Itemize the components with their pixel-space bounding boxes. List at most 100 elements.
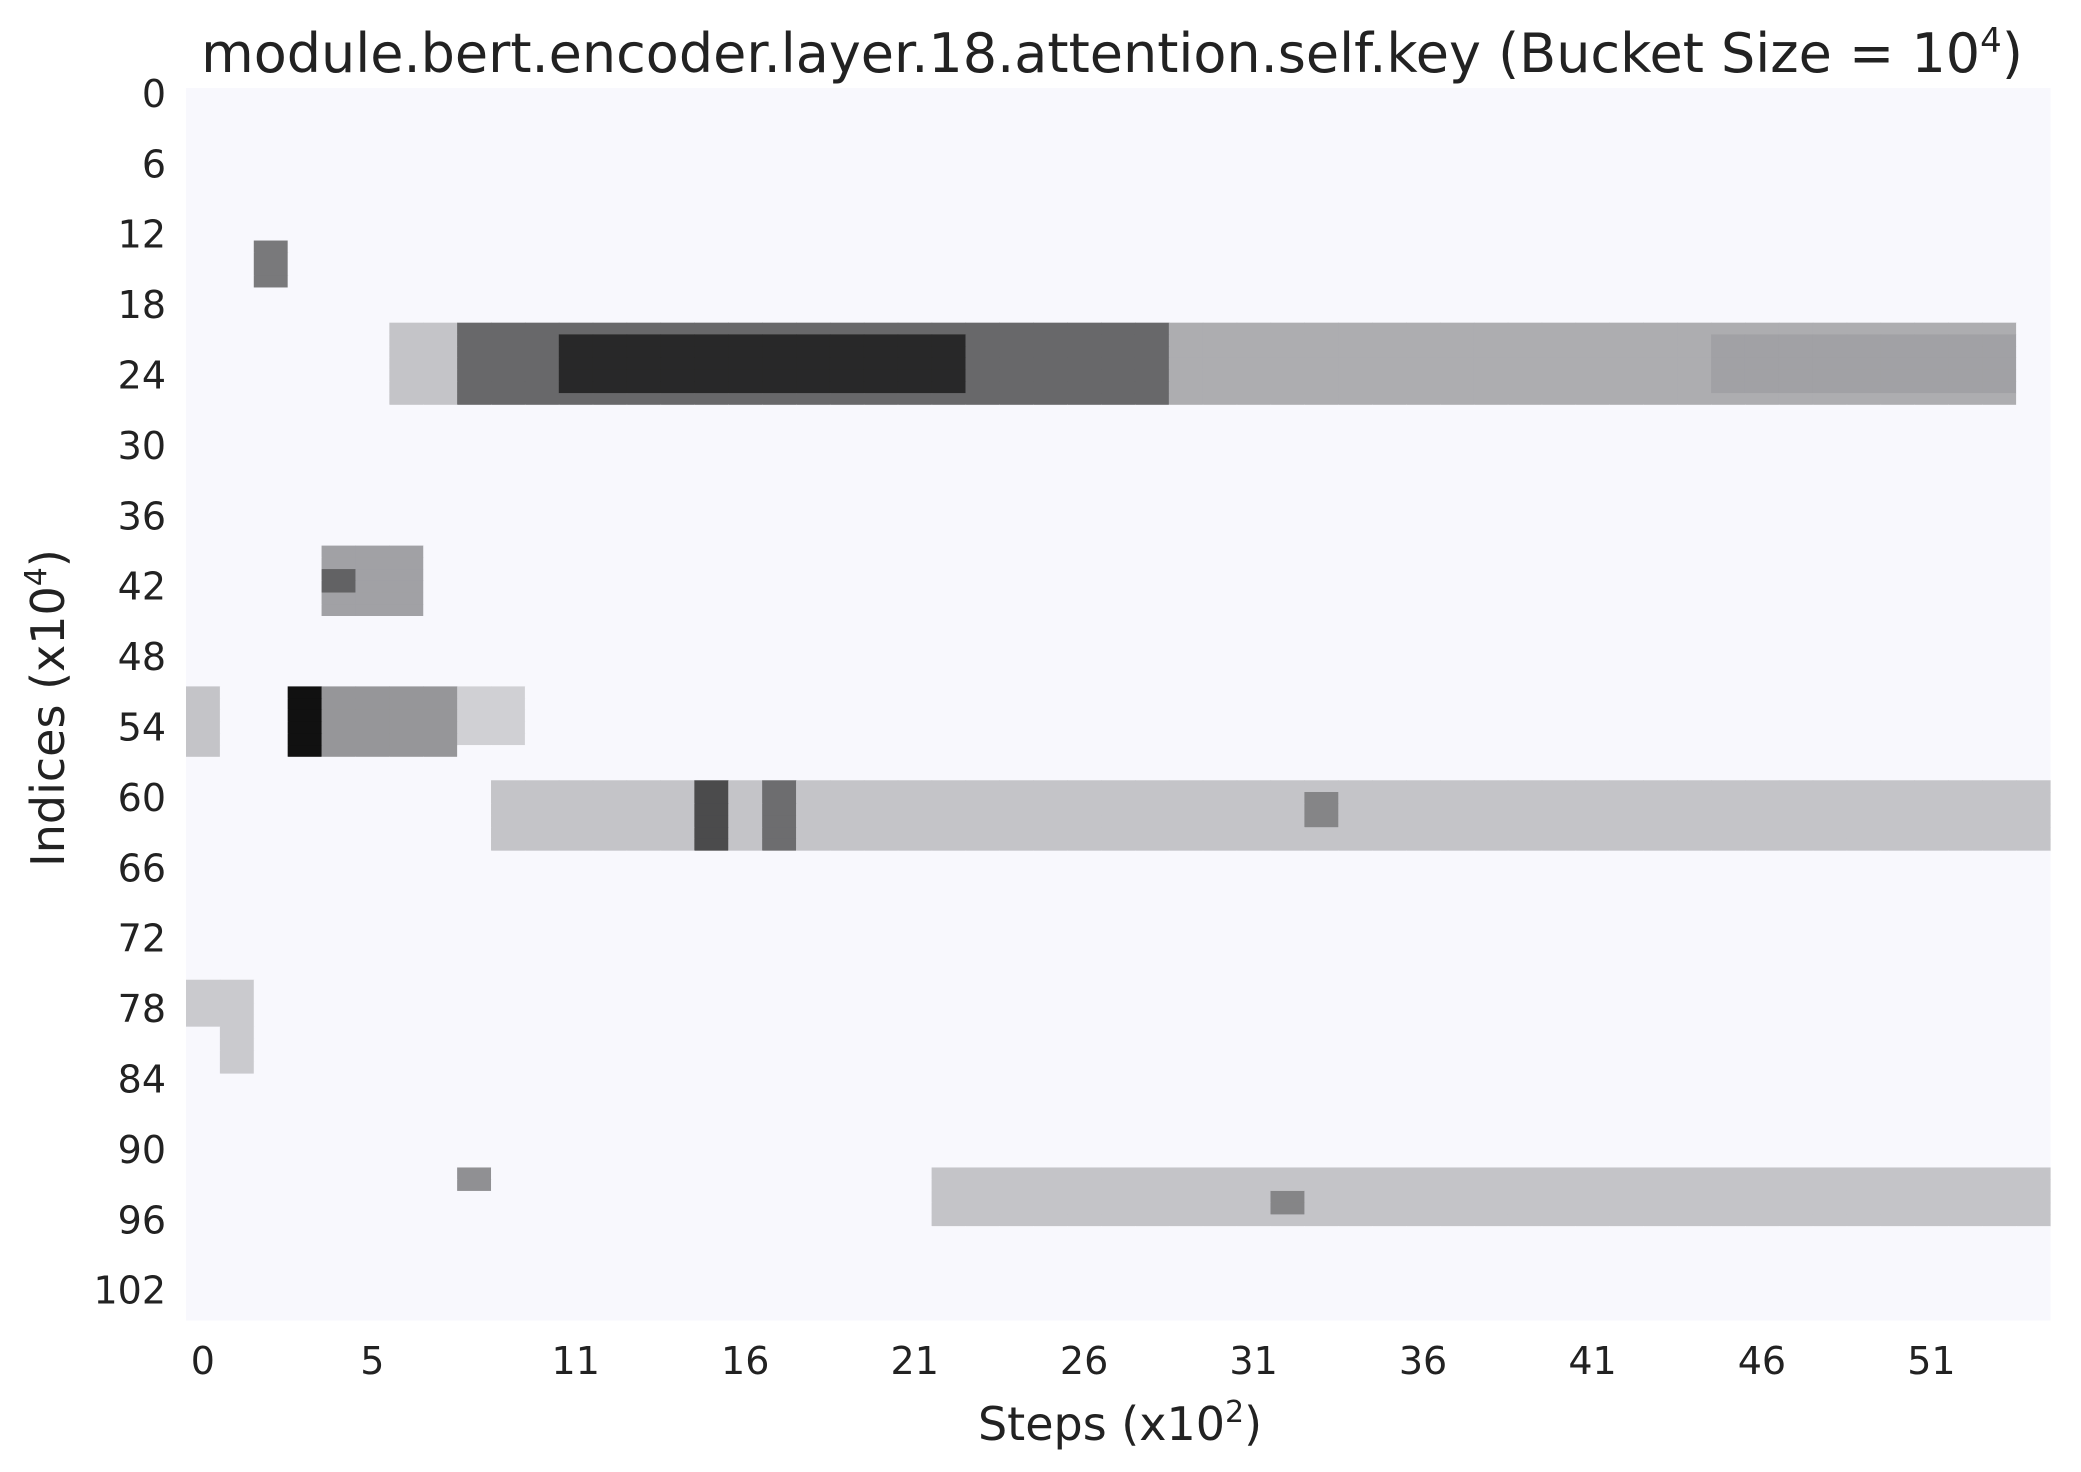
heatmap-cell [1846, 440, 1882, 453]
heatmap-cell [1812, 1014, 1848, 1028]
heatmap-cell [186, 498, 221, 511]
heatmap-cell [186, 792, 221, 805]
heatmap-cell [1507, 393, 1543, 406]
heatmap-cell [186, 768, 221, 781]
heatmap-cell [897, 674, 933, 687]
heatmap-cell [1711, 885, 1746, 899]
heatmap-cell [524, 815, 560, 828]
heatmap-cell [1473, 885, 1509, 899]
heatmap-cell [863, 346, 899, 359]
heatmap-cell [1507, 1108, 1543, 1122]
heatmap-cells [186, 88, 2051, 1321]
heatmap-cell [1846, 803, 1882, 817]
heatmap-cell [1677, 416, 1712, 429]
heatmap-cell [321, 885, 357, 899]
heatmap-cell [965, 897, 1000, 910]
heatmap-cell [829, 745, 865, 758]
heatmap-cell [1982, 170, 2017, 183]
heatmap-cell [1134, 862, 1170, 875]
heatmap-cell [1846, 580, 1882, 594]
heatmap-cell [863, 146, 899, 159]
heatmap-cell [1372, 862, 1407, 875]
heatmap-cell [1914, 522, 1949, 535]
heatmap-cell [1744, 146, 1780, 159]
heatmap-cell [796, 440, 831, 453]
heatmap-cell [1778, 510, 1814, 523]
heatmap-cell [1643, 381, 1678, 394]
heatmap-cell [897, 416, 933, 429]
heatmap-cell [999, 733, 1034, 746]
heatmap-cell [355, 838, 390, 852]
heatmap-cell [423, 334, 458, 347]
heatmap-cell [1744, 745, 1780, 758]
heatmap-cell [253, 533, 289, 547]
heatmap-cell [1304, 134, 1339, 148]
heatmap-cell [558, 968, 594, 981]
heatmap-cell [999, 909, 1034, 922]
heatmap-cell [389, 393, 424, 406]
heatmap-cell [1067, 956, 1102, 969]
heatmap-cell [796, 604, 831, 617]
heatmap-cell [1372, 498, 1407, 511]
heatmap-cell [1846, 1050, 1882, 1063]
heatmap-cell [2016, 874, 2051, 887]
heatmap-cell [253, 674, 289, 687]
heatmap-cell [287, 557, 323, 570]
heatmap-cell [1778, 792, 1814, 805]
heatmap-cell [897, 1003, 933, 1016]
heatmap-cell [897, 287, 933, 300]
heatmap-cell [592, 299, 628, 312]
heatmap-cell [1033, 88, 1068, 101]
heatmap-cell [965, 123, 1000, 136]
heatmap-cell [1880, 557, 1916, 570]
heatmap-cell [558, 123, 594, 136]
heatmap-cell [829, 909, 865, 922]
heatmap-cell [1982, 733, 2017, 746]
heatmap-cell [321, 709, 357, 723]
heatmap-cell [321, 862, 357, 875]
heatmap-cell [1575, 616, 1611, 629]
heatmap-cell [1372, 240, 1407, 253]
heatmap-cell [457, 1061, 492, 1075]
heatmap-cell [1711, 862, 1746, 875]
heatmap-cell [1846, 862, 1882, 875]
heatmap-cell [1101, 897, 1136, 910]
heatmap-cell [1134, 1097, 1170, 1110]
heatmap-cell [1914, 1003, 1949, 1016]
heatmap-cell [2016, 651, 2051, 664]
heatmap-cell [1406, 627, 1441, 641]
heatmap-cell [253, 381, 289, 394]
heatmap-cell [965, 1050, 1000, 1063]
heatmap-cell [1846, 486, 1882, 500]
heatmap-cell [1439, 440, 1475, 453]
heatmap-cell [1541, 956, 1577, 969]
heatmap-cell [1168, 1073, 1204, 1086]
heatmap-cell [1507, 979, 1543, 993]
heatmap-cell [965, 803, 1000, 817]
heatmap-cell [1677, 733, 1712, 746]
heatmap-cell [253, 921, 289, 934]
heatmap-cell [1372, 1144, 1407, 1157]
heatmap-cell [1304, 1061, 1339, 1075]
heatmap-cell [1982, 181, 2017, 195]
heatmap-cell [931, 557, 967, 570]
heatmap-cell [2016, 1061, 2051, 1075]
heatmap-cell [1202, 1132, 1238, 1145]
heatmap-cell [999, 1026, 1034, 1039]
heatmap-cell [1744, 827, 1780, 840]
heatmap-cell [626, 1085, 662, 1098]
heatmap-cell [796, 838, 831, 852]
heatmap-cell [796, 956, 831, 969]
heatmap-cell [1033, 381, 1068, 394]
heatmap-cell [524, 205, 560, 218]
heatmap-cell [1744, 181, 1780, 195]
heatmap-cell [1778, 862, 1814, 875]
heatmap-cell [186, 310, 221, 324]
heatmap-cell [897, 557, 933, 570]
heatmap-cell [558, 1003, 594, 1016]
heatmap-cell [1372, 264, 1407, 277]
heatmap-cell [1473, 533, 1509, 547]
heatmap-cell [1304, 334, 1339, 347]
heatmap-cell [1134, 909, 1170, 922]
heatmap-cell [1948, 322, 1983, 335]
